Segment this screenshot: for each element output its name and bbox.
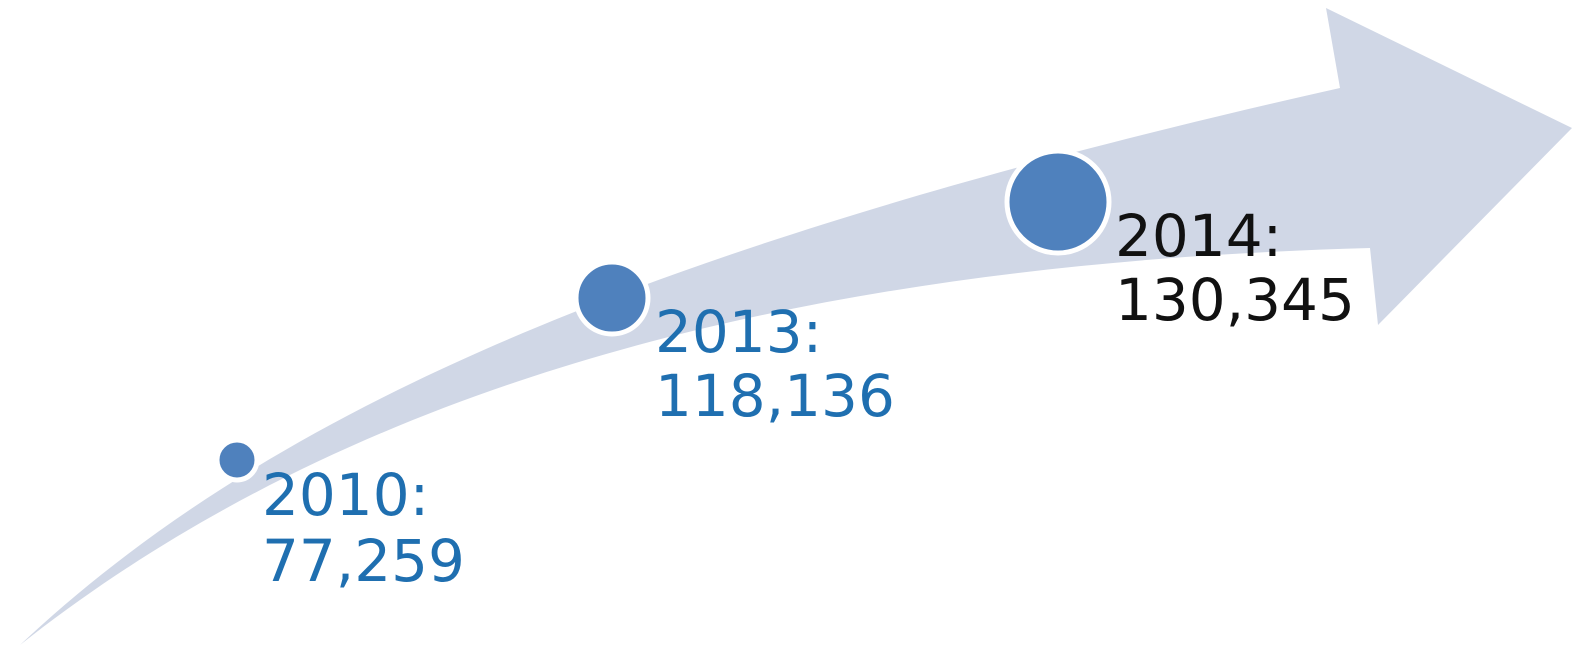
milestone-year-label: 2014: [1115,202,1282,270]
milestone-dot [1004,148,1112,256]
milestone-value-label: 118,136 [655,362,895,430]
milestone-2013: 2013: 118,136 [573,259,895,430]
milestone-value-label: 77,259 [262,527,465,595]
growth-arrow-shape [20,8,1572,645]
milestone-2014: 2014: 130,345 [1004,148,1355,334]
milestone-dot [214,437,260,483]
milestone-year-label: 2013: [655,298,822,366]
milestone-2010: 2010: 77,259 [214,437,465,595]
milestone-year-label: 2010: [262,461,429,529]
milestone-value-label: 130,345 [1115,266,1355,334]
milestone-dot [573,259,651,337]
